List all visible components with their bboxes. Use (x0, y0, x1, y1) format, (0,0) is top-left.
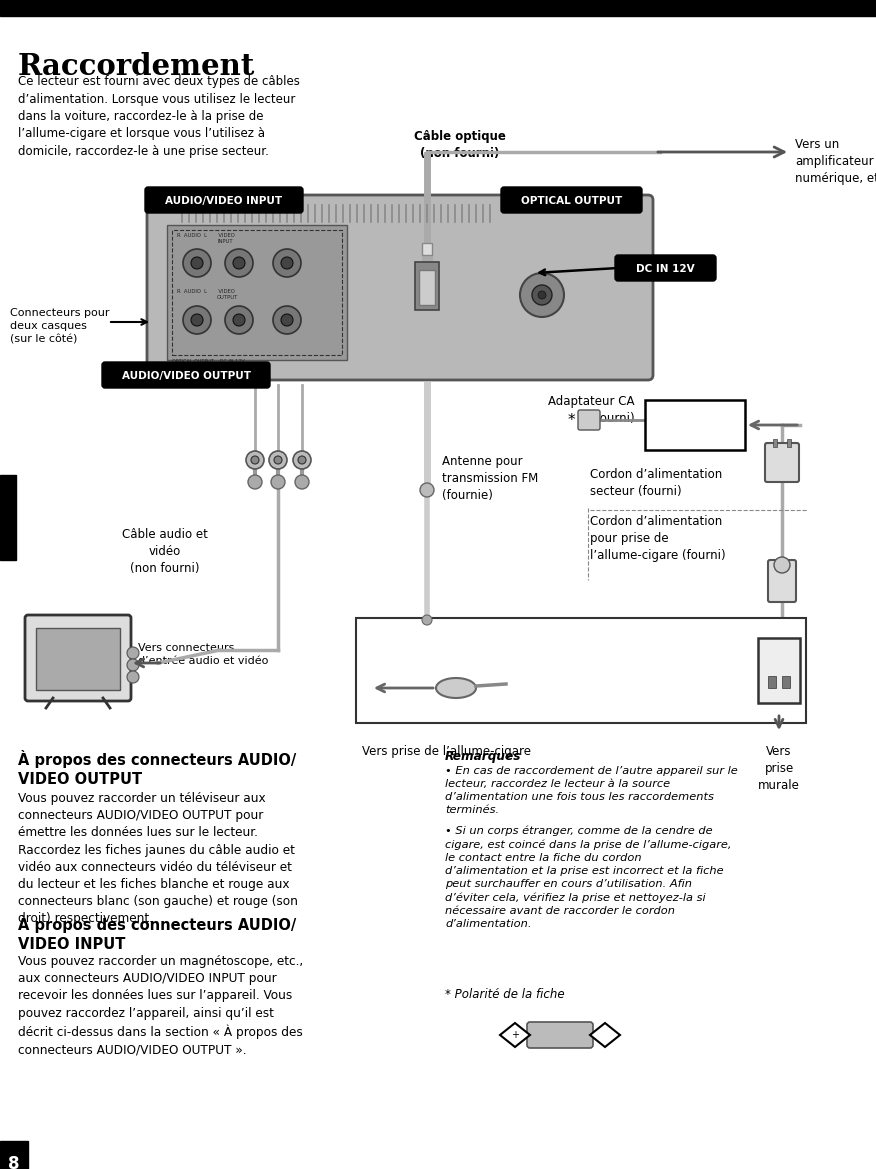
FancyBboxPatch shape (147, 195, 653, 380)
Text: Cordon d’alimentation
pour prise de
l’allume-cigare (fourni): Cordon d’alimentation pour prise de l’al… (590, 516, 725, 562)
Text: DC IN 12V: DC IN 12V (636, 264, 695, 274)
Text: OUTPUT: OUTPUT (217, 295, 238, 300)
FancyBboxPatch shape (768, 560, 796, 602)
Circle shape (248, 475, 262, 489)
Text: Vous pouvez raccorder un téléviseur aux
connecteurs AUDIO/VIDEO OUTPUT pour
émet: Vous pouvez raccorder un téléviseur aux … (18, 793, 298, 926)
Text: Vous pouvez raccorder un magnétoscope, etc.,
aux connecteurs AUDIO/VIDEO INPUT p: Vous pouvez raccorder un magnétoscope, e… (18, 955, 303, 1056)
Text: +: + (511, 1030, 519, 1040)
FancyBboxPatch shape (527, 1022, 593, 1047)
Text: À propos des connecteurs AUDIO/
VIDEO INPUT: À propos des connecteurs AUDIO/ VIDEO IN… (18, 915, 296, 952)
FancyBboxPatch shape (145, 187, 303, 213)
Circle shape (532, 285, 552, 305)
Circle shape (183, 249, 211, 277)
Text: Connecteurs pour
deux casques
(sur le côté): Connecteurs pour deux casques (sur le cô… (10, 307, 110, 345)
Circle shape (298, 456, 306, 464)
FancyBboxPatch shape (102, 362, 270, 388)
Bar (422, 243, 432, 255)
Bar (0, 1141, 28, 1169)
Bar (758, 638, 800, 703)
Text: R  AUDIO  L       VIDEO: R AUDIO L VIDEO (177, 233, 235, 238)
Circle shape (191, 257, 203, 269)
Text: Vers prise de l’allume-cigare: Vers prise de l’allume-cigare (362, 745, 531, 758)
Circle shape (274, 456, 282, 464)
Text: Vers connecteurs
d’entrée audio et vidéo: Vers connecteurs d’entrée audio et vidéo (138, 643, 268, 666)
Bar (0, 475, 16, 560)
Circle shape (273, 306, 301, 334)
Bar (356, 618, 806, 722)
Text: TV, etc.: TV, etc. (28, 620, 73, 632)
Bar (782, 676, 790, 689)
Text: OPTICAL OUTPUT: OPTICAL OUTPUT (521, 196, 622, 206)
Circle shape (127, 646, 139, 659)
FancyBboxPatch shape (765, 443, 799, 482)
Circle shape (295, 475, 309, 489)
Circle shape (293, 451, 311, 469)
Circle shape (233, 314, 245, 326)
FancyBboxPatch shape (501, 187, 642, 213)
FancyBboxPatch shape (578, 410, 600, 430)
Ellipse shape (436, 678, 476, 698)
Text: • En cas de raccordement de l’autre appareil sur le
lecteur, raccordez le lecteu: • En cas de raccordement de l’autre appa… (445, 766, 738, 815)
Text: Cordon d’alimentation
secteur (fourni): Cordon d’alimentation secteur (fourni) (590, 468, 722, 498)
Circle shape (422, 615, 432, 625)
Circle shape (246, 451, 264, 469)
Circle shape (127, 671, 139, 683)
Circle shape (281, 314, 293, 326)
Circle shape (774, 556, 790, 573)
Circle shape (233, 257, 245, 269)
Bar (419, 270, 435, 305)
Text: INPUT: INPUT (217, 238, 233, 244)
Bar (0, 0, 876, 16)
Text: Câble optique
(non fourni): Câble optique (non fourni) (414, 130, 506, 160)
Bar (645, 400, 745, 450)
Circle shape (251, 456, 259, 464)
Text: • Si un corps étranger, comme de la cendre de
cigare, est coincé dans la prise d: • Si un corps étranger, comme de la cend… (445, 826, 731, 929)
Text: Adaptateur CA
(fourni): Adaptateur CA (fourni) (548, 395, 635, 426)
Circle shape (271, 475, 285, 489)
Text: Remarques: Remarques (445, 750, 521, 763)
Polygon shape (590, 1023, 620, 1047)
Text: Ce lecteur est fourni avec deux types de câbles
d’alimentation. Lorsque vous uti: Ce lecteur est fourni avec deux types de… (18, 75, 300, 158)
Text: *: * (568, 413, 576, 428)
Circle shape (538, 291, 546, 299)
Text: En cas d’utilisation
du lecteur dans la
voiture: En cas d’utilisation du lecteur dans la … (470, 638, 582, 685)
Bar (773, 440, 777, 447)
Bar (787, 440, 791, 447)
Text: Vers
prise
murale: Vers prise murale (758, 745, 800, 793)
Bar (415, 262, 439, 310)
Bar (167, 224, 347, 360)
Circle shape (127, 659, 139, 671)
Text: * Polarité de la fiche: * Polarité de la fiche (445, 988, 565, 1001)
Text: Raccordement: Raccordement (18, 51, 256, 81)
Circle shape (225, 249, 253, 277)
FancyBboxPatch shape (25, 615, 131, 701)
FancyBboxPatch shape (615, 255, 716, 281)
Text: AUDIO/VIDEO INPUT: AUDIO/VIDEO INPUT (166, 196, 283, 206)
Text: 8: 8 (8, 1155, 20, 1169)
Circle shape (269, 451, 287, 469)
Bar (768, 676, 776, 689)
Text: À propos des connecteurs AUDIO/
VIDEO OUTPUT: À propos des connecteurs AUDIO/ VIDEO OU… (18, 750, 296, 787)
Text: Antenne pour
transmission FM
(fournie): Antenne pour transmission FM (fournie) (442, 455, 538, 502)
Circle shape (273, 249, 301, 277)
Text: Câble audio et
vidéo
(non fourni): Câble audio et vidéo (non fourni) (122, 528, 208, 575)
Bar (36, 628, 120, 690)
Text: R  AUDIO  L       VIDEO: R AUDIO L VIDEO (177, 289, 235, 293)
Polygon shape (500, 1023, 530, 1047)
Bar (172, 230, 342, 355)
Text: AUDIO/VIDEO OUTPUT: AUDIO/VIDEO OUTPUT (122, 371, 251, 381)
Circle shape (225, 306, 253, 334)
Circle shape (420, 483, 434, 497)
Circle shape (281, 257, 293, 269)
Circle shape (191, 314, 203, 326)
Text: Vers un
amplificateur
numérique, etc.: Vers un amplificateur numérique, etc. (795, 138, 876, 185)
Text: OPTICAL OUTPUT    DC IN 12V: OPTICAL OUTPUT DC IN 12V (172, 359, 244, 364)
Circle shape (183, 306, 211, 334)
Circle shape (520, 274, 564, 317)
